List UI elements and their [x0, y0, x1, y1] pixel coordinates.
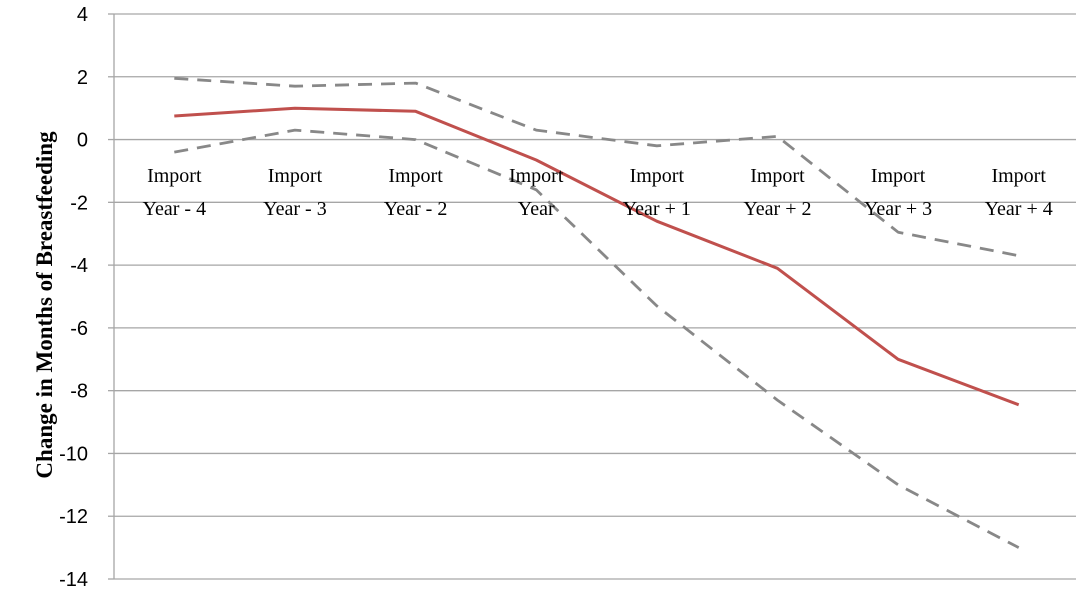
- y-tick-labels: 4 2 0 -2 -4 -6 -8 -10 -12 -14: [59, 4, 88, 591]
- y-tick-label: 4: [77, 4, 88, 26]
- series-lines: [174, 76, 1020, 549]
- y-tick-label: 0: [77, 130, 88, 152]
- x-category-label: Import: [750, 165, 805, 187]
- category-labels: Import Year - 4 Import Year - 3 Import Year -…: [143, 165, 1053, 220]
- y-tick-label: -8: [70, 381, 88, 403]
- x-category-label: Year + 1: [623, 198, 691, 220]
- y-axis-label: Change in Months of Breastfeeding: [32, 131, 57, 479]
- x-category-label: Import: [991, 165, 1046, 187]
- y-tick-label: -12: [59, 506, 88, 528]
- y-tick-label: -14: [59, 569, 88, 591]
- lower-ci-line: [174, 128, 1020, 549]
- x-category-label: Year: [518, 198, 555, 220]
- x-category-label: Import: [630, 165, 685, 187]
- estimate-line: [174, 106, 1020, 407]
- x-category-label: Import: [268, 165, 323, 187]
- upper-ci-line: [174, 76, 1019, 258]
- x-category-label: Import: [509, 165, 564, 187]
- y-tick-label: -6: [70, 318, 88, 340]
- x-category-label: Import: [871, 165, 926, 187]
- x-category-label: Year + 2: [743, 198, 811, 220]
- y-tick-label: -2: [70, 192, 88, 214]
- y-tick-label: -4: [70, 255, 88, 277]
- x-category-label: Year + 3: [864, 198, 932, 220]
- y-tick-label: 2: [77, 67, 88, 89]
- x-category-label: Import: [147, 165, 202, 187]
- y-tick-label: -10: [59, 443, 88, 465]
- x-category-label: Year - 3: [263, 198, 327, 220]
- x-category-label: Year + 4: [985, 198, 1053, 220]
- x-category-label: Year - 2: [384, 198, 448, 220]
- x-category-label: Year - 4: [143, 198, 207, 220]
- x-category-label: Import: [388, 165, 443, 187]
- gridlines: [108, 13, 1076, 580]
